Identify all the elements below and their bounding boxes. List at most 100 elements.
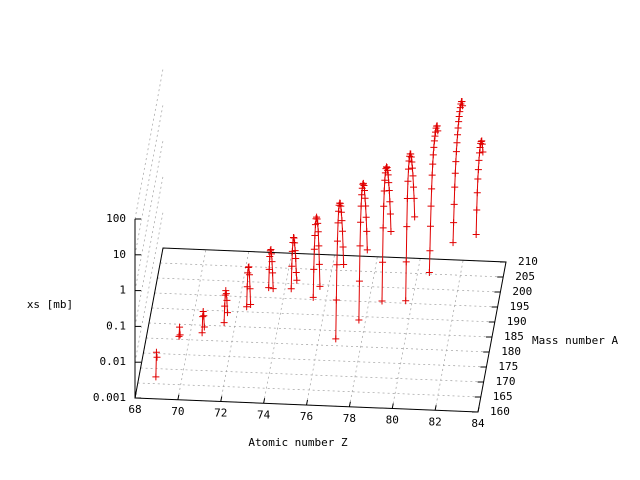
- data-point: [430, 137, 438, 145]
- data-point: [315, 242, 323, 250]
- data-point: [362, 213, 370, 221]
- data-point: [310, 245, 318, 253]
- data-point: [247, 300, 255, 308]
- data-point: [362, 202, 370, 210]
- series-line: [335, 202, 345, 339]
- data-point: [291, 239, 299, 247]
- data-point: [409, 172, 417, 180]
- data-point: [356, 242, 364, 250]
- data-point: [243, 303, 251, 311]
- x-tick-label: 78: [343, 412, 356, 425]
- x-tick-label: 82: [429, 415, 442, 428]
- z-tick-label: 0.001: [93, 391, 126, 404]
- data-point: [246, 285, 254, 293]
- data-point: [382, 165, 390, 173]
- grid-line: [134, 68, 164, 220]
- y-tick-label: 195: [510, 300, 530, 313]
- data-point: [267, 246, 275, 254]
- data-point: [456, 108, 464, 116]
- data-point: [452, 158, 460, 166]
- data-point: [293, 276, 301, 284]
- data-point: [152, 348, 160, 356]
- data-point: [175, 332, 183, 340]
- data-point: [459, 102, 467, 110]
- grid-line: [160, 262, 504, 278]
- data-point: [340, 261, 348, 269]
- y-tick-label: 165: [493, 390, 513, 403]
- data-point: [309, 293, 317, 301]
- x-tick: [306, 399, 308, 406]
- data-point: [402, 258, 410, 266]
- data-point: [176, 331, 184, 339]
- y-tick-label: 170: [496, 375, 516, 388]
- data-point: [407, 153, 415, 161]
- data-point: [451, 183, 459, 191]
- data-point: [337, 208, 345, 216]
- z-tick-label: 100: [106, 212, 126, 225]
- data-point: [384, 166, 392, 174]
- y-tick-label: 175: [498, 360, 518, 373]
- data-point: [200, 312, 208, 320]
- data-point: [359, 180, 367, 188]
- x-tick: [177, 394, 180, 400]
- data-point: [363, 227, 371, 235]
- data-point: [313, 215, 321, 223]
- y-tick-label: 190: [507, 315, 527, 328]
- data-point: [379, 224, 387, 232]
- data-point: [408, 158, 416, 166]
- grid-line: [263, 253, 292, 404]
- data-point: [222, 287, 230, 295]
- data-point: [403, 195, 411, 203]
- x-axis-label: Atomic number Z: [248, 436, 348, 449]
- x-tick: [263, 398, 266, 404]
- data-point: [222, 290, 230, 298]
- x-tick: [220, 396, 223, 402]
- data-point: [199, 307, 207, 315]
- data-point: [454, 124, 462, 132]
- data-point: [434, 127, 442, 135]
- y-tick-label: 180: [501, 345, 521, 358]
- z-tick-label: 1: [119, 284, 126, 297]
- data-point: [403, 223, 411, 231]
- y-tick-label: 210: [518, 255, 538, 268]
- data-point: [244, 269, 252, 277]
- data-point: [404, 165, 412, 173]
- z-tick-label: 10: [113, 248, 126, 261]
- data-point: [425, 268, 433, 276]
- data-point: [433, 122, 441, 130]
- data-point: [221, 291, 229, 299]
- data-point: [449, 239, 457, 247]
- data-point: [220, 319, 228, 327]
- x-tick: [391, 403, 394, 409]
- data-point: [453, 139, 461, 147]
- grid-line: [134, 104, 164, 255]
- data-point: [474, 175, 482, 183]
- x-tick: [134, 392, 137, 399]
- data-point: [404, 177, 412, 185]
- data-point: [223, 296, 231, 304]
- data-point: [455, 112, 463, 120]
- data-point: [476, 149, 484, 157]
- data-point: [455, 118, 463, 126]
- data-point: [314, 219, 322, 227]
- data-point: [338, 217, 346, 225]
- data-point: [426, 247, 434, 255]
- y-tick-label: 205: [515, 270, 535, 283]
- data-point: [386, 210, 394, 218]
- data-point: [315, 260, 323, 268]
- data-point: [357, 218, 365, 226]
- grid-line: [134, 212, 164, 363]
- x-tick-label: 72: [214, 407, 227, 420]
- data-point: [288, 262, 296, 270]
- data-point: [451, 169, 459, 177]
- grid-line: [391, 258, 421, 409]
- x-tick-label: 70: [171, 405, 184, 418]
- data-point: [355, 277, 363, 285]
- data-point: [378, 297, 386, 305]
- data-point: [383, 163, 391, 171]
- data-point: [265, 265, 273, 273]
- data-point: [339, 243, 347, 251]
- grid-line: [151, 307, 495, 323]
- data-point: [314, 228, 322, 236]
